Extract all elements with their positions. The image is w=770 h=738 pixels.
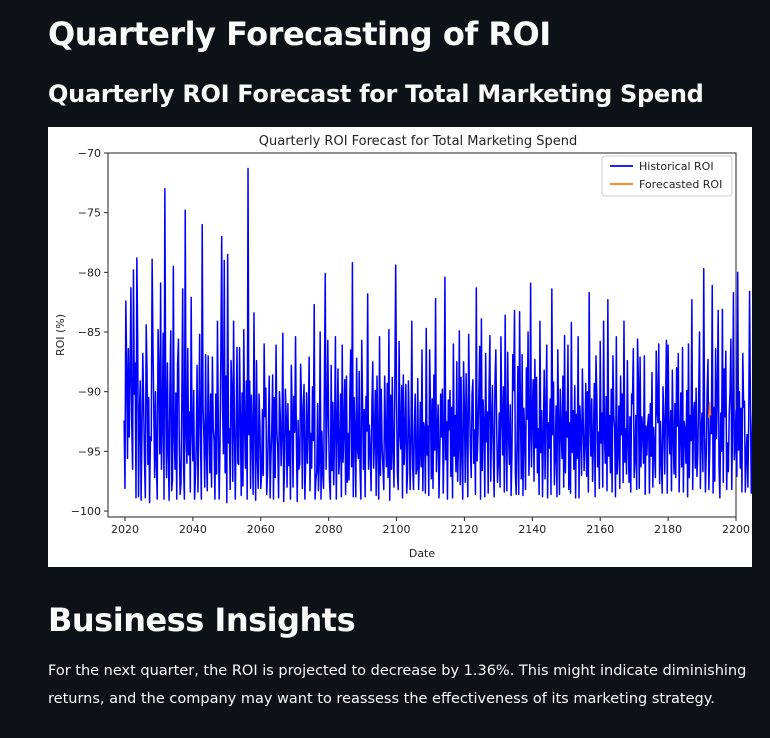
y-tick-label: −70 — [78, 147, 101, 160]
y-axis-label: ROI (%) — [54, 314, 67, 356]
x-tick-label: 2080 — [315, 523, 343, 536]
x-axis: 2020 2040 2060 2080 2100 2120 2140 2160 2180 2200 — [111, 517, 750, 536]
y-tick-label: −75 — [78, 207, 101, 220]
y-axis: −70 −75 −80 −85 −90 −95 −100 — [71, 147, 108, 518]
y-tick-label: −100 — [71, 505, 101, 518]
x-tick-label: 2200 — [722, 523, 750, 536]
y-tick-label: −95 — [78, 445, 101, 458]
series-line-1 — [708, 401, 712, 418]
y-tick-label: −90 — [78, 386, 101, 399]
roi-forecast-chart: Quarterly ROI Forecast for Total Marketi… — [48, 127, 752, 567]
legend-label-historical: Historical ROI — [639, 160, 714, 173]
plot-area — [107, 152, 752, 518]
insights-text: For the next quarter, the ROI is project… — [48, 663, 747, 707]
chart-section-heading: Quarterly ROI Forecast for Total Marketi… — [48, 80, 704, 108]
chart-svg: Quarterly ROI Forecast for Total Marketi… — [54, 134, 752, 560]
y-tick-label: −80 — [78, 266, 101, 279]
legend-box — [601, 155, 733, 197]
x-tick-label: 2140 — [518, 523, 546, 536]
x-tick-label: 2100 — [383, 523, 411, 536]
plot-frame — [107, 152, 737, 518]
x-tick-label: 2160 — [586, 523, 614, 536]
x-axis-label: Date — [409, 547, 436, 560]
x-tick-label: 2020 — [111, 523, 139, 536]
series-line-0 — [123, 167, 752, 504]
x-tick-label: 2120 — [450, 523, 478, 536]
x-tick-label: 2180 — [654, 523, 682, 536]
insights-heading: Business Insights — [48, 601, 356, 639]
page-title: Quarterly Forecasting of ROI — [48, 15, 551, 53]
x-tick-label: 2060 — [247, 523, 275, 536]
x-tick-label: 2040 — [179, 523, 207, 536]
y-tick-label: −85 — [78, 326, 101, 339]
legend-label-forecast: Forecasted ROI — [639, 178, 722, 191]
chart-title: Quarterly ROI Forecast for Total Marketi… — [259, 134, 577, 149]
chart-legend: Historical ROI Forecasted ROI — [601, 155, 733, 197]
